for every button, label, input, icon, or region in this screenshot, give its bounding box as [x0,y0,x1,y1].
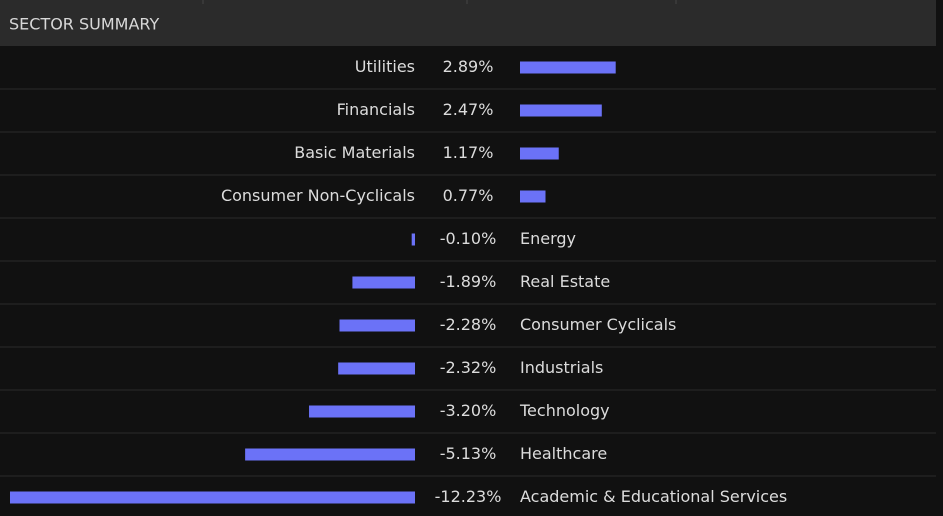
bar [339,319,415,332]
sector-name: Academic & Educational Services [520,487,787,506]
bar [10,491,415,504]
bar [520,104,602,117]
sector-name: Utilities [355,57,415,76]
value-label: -2.28% [440,315,497,334]
sector-name: Financials [337,100,415,119]
chart-title: SECTOR SUMMARY [9,15,160,34]
value-label: -5.13% [440,444,497,463]
sector-name: Consumer Non-Cyclicals [221,186,415,205]
value-label: 1.17% [443,143,494,162]
sector-name: Energy [520,229,576,248]
sector-name: Consumer Cyclicals [520,315,676,334]
bar [520,61,616,74]
value-label: 2.89% [443,57,494,76]
bar [411,233,415,246]
sector-name: Industrials [520,358,603,377]
sector-name: Basic Materials [294,143,415,162]
bar [309,405,415,418]
sector-name: Real Estate [520,272,610,291]
value-label: -2.32% [440,358,497,377]
sector-name: Healthcare [520,444,607,463]
value-label: -12.23% [435,487,502,506]
sector-name: Technology [519,401,610,420]
value-label: -0.10% [440,229,497,248]
value-label: 2.47% [443,100,494,119]
header-bar [0,0,936,46]
value-label: -3.20% [440,401,497,420]
bar [338,362,415,375]
bar [520,190,546,203]
value-label: 0.77% [443,186,494,205]
bar [352,276,415,289]
value-label: -1.89% [440,272,497,291]
bar [245,448,415,461]
bar [520,147,559,160]
